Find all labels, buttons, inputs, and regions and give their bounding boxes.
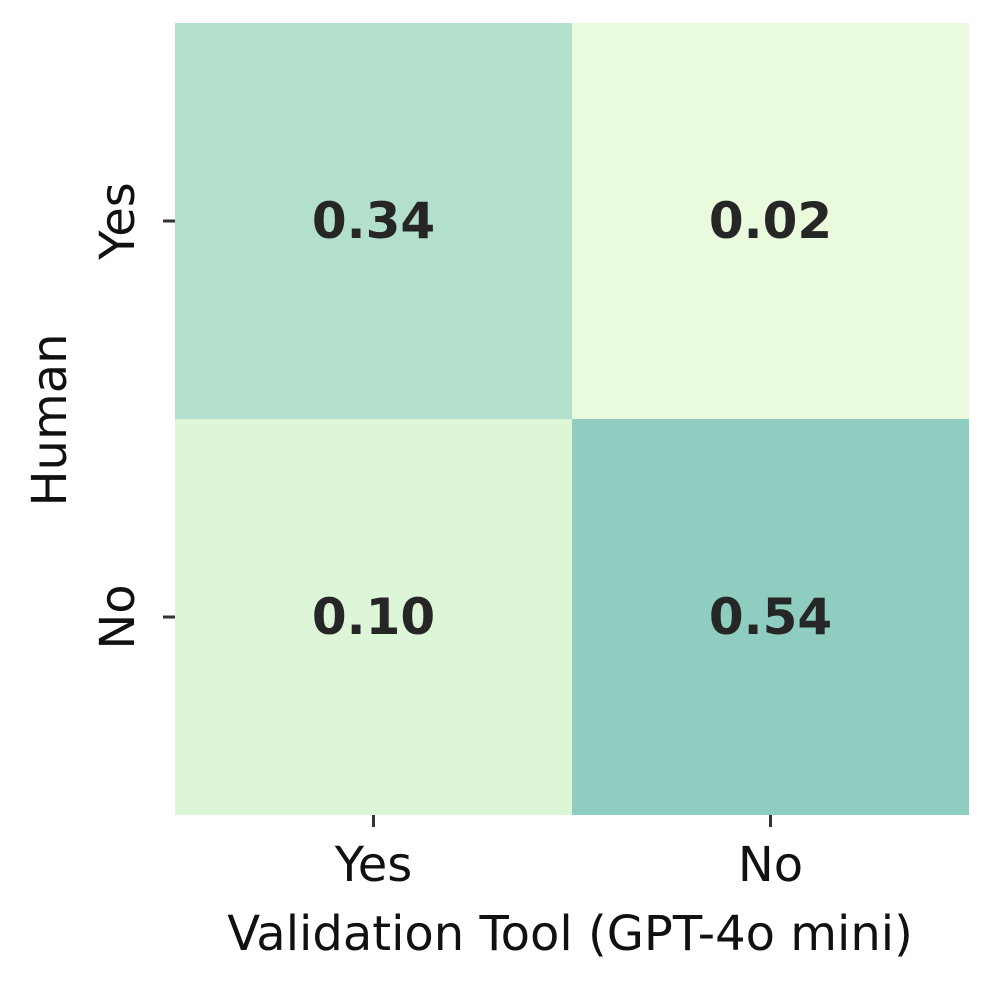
y-tick-label-yes: Yes — [90, 182, 146, 260]
cell-value-label: 0.54 — [709, 588, 832, 646]
cell-value-label: 0.10 — [312, 588, 435, 646]
heatmap-cell-yes-no — [572, 23, 969, 419]
x-tick-label-yes: Yes — [334, 837, 412, 893]
heatmap-cell-labels: 0.34 0.02 0.10 0.54 — [312, 192, 832, 646]
cell-value-label: 0.34 — [312, 192, 435, 250]
y-axis-ticks: Yes No — [90, 182, 175, 650]
y-tick-label-no: No — [90, 584, 146, 649]
x-tick-label-no: No — [738, 837, 803, 893]
heatmap-cells — [175, 23, 969, 815]
x-axis-title: Validation Tool (GPT-4o mini) — [227, 906, 913, 962]
heatmap-cell-no-yes — [175, 419, 572, 815]
cell-value-label: 0.02 — [709, 192, 832, 250]
heatmap-cell-no-no — [572, 419, 969, 815]
y-axis-title: Human — [22, 333, 78, 506]
heatmap-cell-yes-yes — [175, 23, 572, 419]
x-axis-ticks: Yes No — [334, 815, 803, 893]
